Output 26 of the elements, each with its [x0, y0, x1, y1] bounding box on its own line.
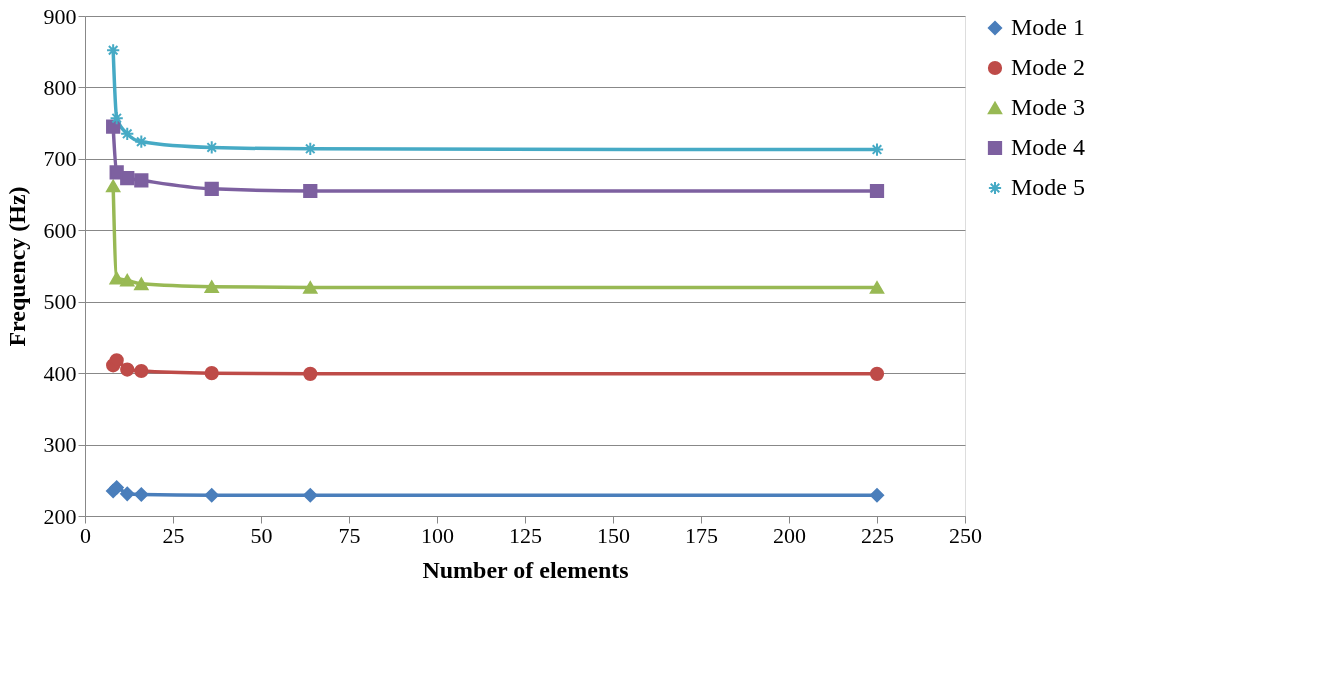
y-axis-title: Frequency (Hz) — [3, 186, 30, 347]
x-tick-label: 200 — [773, 522, 806, 548]
x-tick-label: 75 — [338, 522, 361, 548]
y-tick-label: 800 — [43, 74, 77, 100]
x-tick-label: 100 — [421, 522, 454, 548]
x-tick-label: 0 — [80, 522, 91, 548]
legend-label: Mode 1 — [1011, 14, 1085, 40]
y-tick-label: 500 — [43, 289, 77, 315]
legend-label: Mode 5 — [1011, 174, 1085, 200]
y-tick-label: 600 — [43, 217, 77, 243]
x-tick-label: 250 — [949, 522, 982, 548]
legend-label: Mode 2 — [1011, 54, 1085, 80]
x-tick-label: 125 — [509, 522, 542, 548]
x-tick-label: 150 — [597, 522, 630, 548]
x-tick-label: 50 — [250, 522, 273, 548]
y-tick-label: 200 — [43, 503, 77, 529]
y-tick-label: 700 — [43, 146, 77, 172]
legend-label: Mode 3 — [1011, 94, 1085, 120]
y-tick-label: 300 — [43, 432, 77, 458]
x-tick-label: 225 — [861, 522, 894, 548]
x-axis-title: Number of elements — [422, 556, 629, 583]
x-tick-label: 25 — [162, 522, 185, 548]
x-tick-label: 175 — [685, 522, 718, 548]
y-tick-label: 900 — [43, 3, 77, 29]
y-tick-label: 400 — [43, 360, 77, 386]
legend-label: Mode 4 — [1011, 134, 1085, 160]
